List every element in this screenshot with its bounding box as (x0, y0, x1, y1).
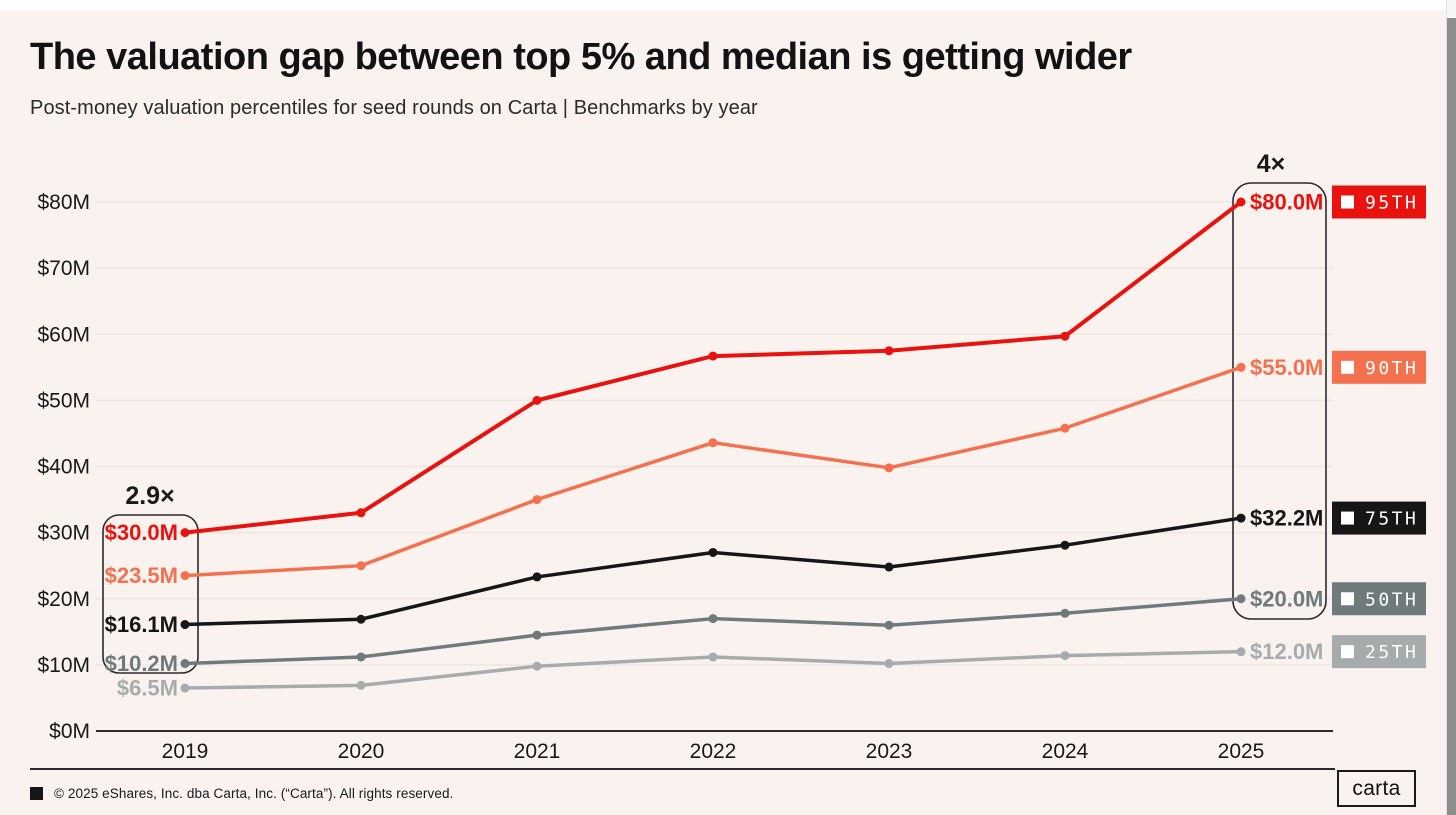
y-tick-label: $60M (37, 323, 90, 346)
legend-square-icon-90th (1341, 360, 1354, 374)
end-value-label-50th: $20.0M (1250, 586, 1323, 611)
data-point-95th-2021 (532, 395, 542, 405)
data-point-90th-2020 (356, 561, 366, 571)
data-point-90th-2021 (532, 495, 542, 505)
y-tick-label: $70M (37, 257, 90, 280)
y-tick-label: $80M (37, 191, 90, 214)
top-white-strip (0, 0, 1456, 10)
start-value-label-95th: $30.0M (105, 520, 178, 545)
y-tick-label: $0M (49, 720, 90, 743)
data-point-25th-2025 (1236, 647, 1246, 657)
left-multiplier-annotation: 2.9× (125, 482, 174, 510)
right-multiplier-annotation: 4× (1257, 150, 1286, 178)
x-tick-label: 2025 (1218, 740, 1265, 763)
series-line-90th (183, 365, 1243, 578)
x-tick-label: 2019 (162, 740, 209, 763)
legend-square-icon-50th (1341, 592, 1354, 606)
y-tick-label: $50M (37, 389, 90, 412)
end-value-label-90th: $55.0M (1250, 355, 1323, 380)
data-point-25th-2023 (884, 659, 894, 669)
data-point-50th-2021 (532, 630, 542, 640)
page-title: The valuation gap between top 5% and med… (30, 36, 1132, 78)
end-value-label-75th: $32.2M (1250, 506, 1323, 531)
x-tick-label: 2024 (1042, 740, 1089, 763)
data-point-90th-2025 (1236, 362, 1246, 372)
y-tick-label: $30M (37, 522, 90, 545)
data-point-75th-2020 (356, 614, 366, 624)
data-point-95th-2019 (180, 528, 190, 538)
data-point-75th-2021 (532, 572, 542, 582)
legend-square-icon-95th (1341, 195, 1354, 209)
data-point-25th-2024 (1060, 651, 1070, 661)
series-line-95th (183, 200, 1243, 535)
end-value-label-25th: $12.0M (1250, 639, 1323, 664)
right-annotation-box (1232, 182, 1327, 620)
y-tick-label: $20M (37, 588, 90, 611)
scrollbar-thumb[interactable] (1447, 18, 1456, 815)
legend-label-95th: 95TH (1365, 193, 1418, 214)
end-value-label-95th: $80.0M (1250, 190, 1323, 215)
data-point-50th-2025 (1236, 594, 1246, 604)
y-tick-label: $10M (37, 654, 90, 677)
data-point-95th-2020 (356, 508, 366, 518)
data-point-25th-2019 (180, 683, 190, 693)
data-point-75th-2024 (1060, 540, 1070, 550)
page-subtitle: Post-money valuation percentiles for see… (30, 97, 758, 119)
legend-label-50th: 50TH (1365, 589, 1418, 610)
y-tick-label: $40M (37, 456, 90, 479)
data-point-95th-2023 (884, 346, 894, 356)
data-point-25th-2021 (532, 661, 542, 671)
start-value-label-90th: $23.5M (105, 563, 178, 588)
data-point-50th-2022 (708, 614, 718, 624)
legend-label-90th: 90TH (1365, 358, 1418, 379)
data-point-25th-2020 (356, 680, 366, 690)
legend-square-icon-75th (1341, 511, 1354, 525)
legend-label-75th: 75TH (1365, 509, 1418, 530)
data-point-90th-2022 (708, 438, 718, 448)
legend-square-icon-25th (1341, 645, 1354, 659)
series-line-75th (183, 516, 1243, 627)
data-point-75th-2023 (884, 562, 894, 572)
start-value-label-75th: $16.1M (105, 612, 178, 637)
data-point-90th-2019 (180, 571, 190, 581)
footer-square-icon (30, 787, 43, 800)
data-point-95th-2024 (1060, 331, 1070, 341)
data-point-50th-2019 (180, 659, 190, 669)
data-point-95th-2025 (1236, 197, 1246, 207)
start-value-label-50th: $10.2M (105, 651, 178, 676)
data-point-90th-2023 (884, 463, 894, 473)
footer-copyright: © 2025 eShares, Inc. dba Carta, Inc. (“C… (54, 786, 454, 801)
legend-label-25th: 25TH (1365, 642, 1418, 663)
data-point-75th-2019 (180, 620, 190, 630)
data-point-50th-2024 (1060, 608, 1070, 618)
x-tick-label: 2021 (514, 740, 561, 763)
x-tick-label: 2020 (338, 740, 385, 763)
start-value-label-25th: $6.5M (117, 676, 178, 701)
data-point-50th-2020 (356, 652, 366, 662)
data-point-95th-2022 (708, 351, 718, 361)
data-point-75th-2025 (1236, 513, 1246, 523)
data-point-50th-2023 (884, 620, 894, 630)
carta-logo: carta (1337, 770, 1416, 807)
left-annotation-box (102, 514, 199, 674)
data-point-90th-2024 (1060, 423, 1070, 433)
footer-divider (30, 768, 1335, 770)
data-point-25th-2022 (708, 652, 718, 662)
carta-logo-text: carta (1352, 776, 1401, 800)
data-point-75th-2022 (708, 547, 718, 557)
x-tick-label: 2022 (690, 740, 737, 763)
x-tick-label: 2023 (866, 740, 913, 763)
